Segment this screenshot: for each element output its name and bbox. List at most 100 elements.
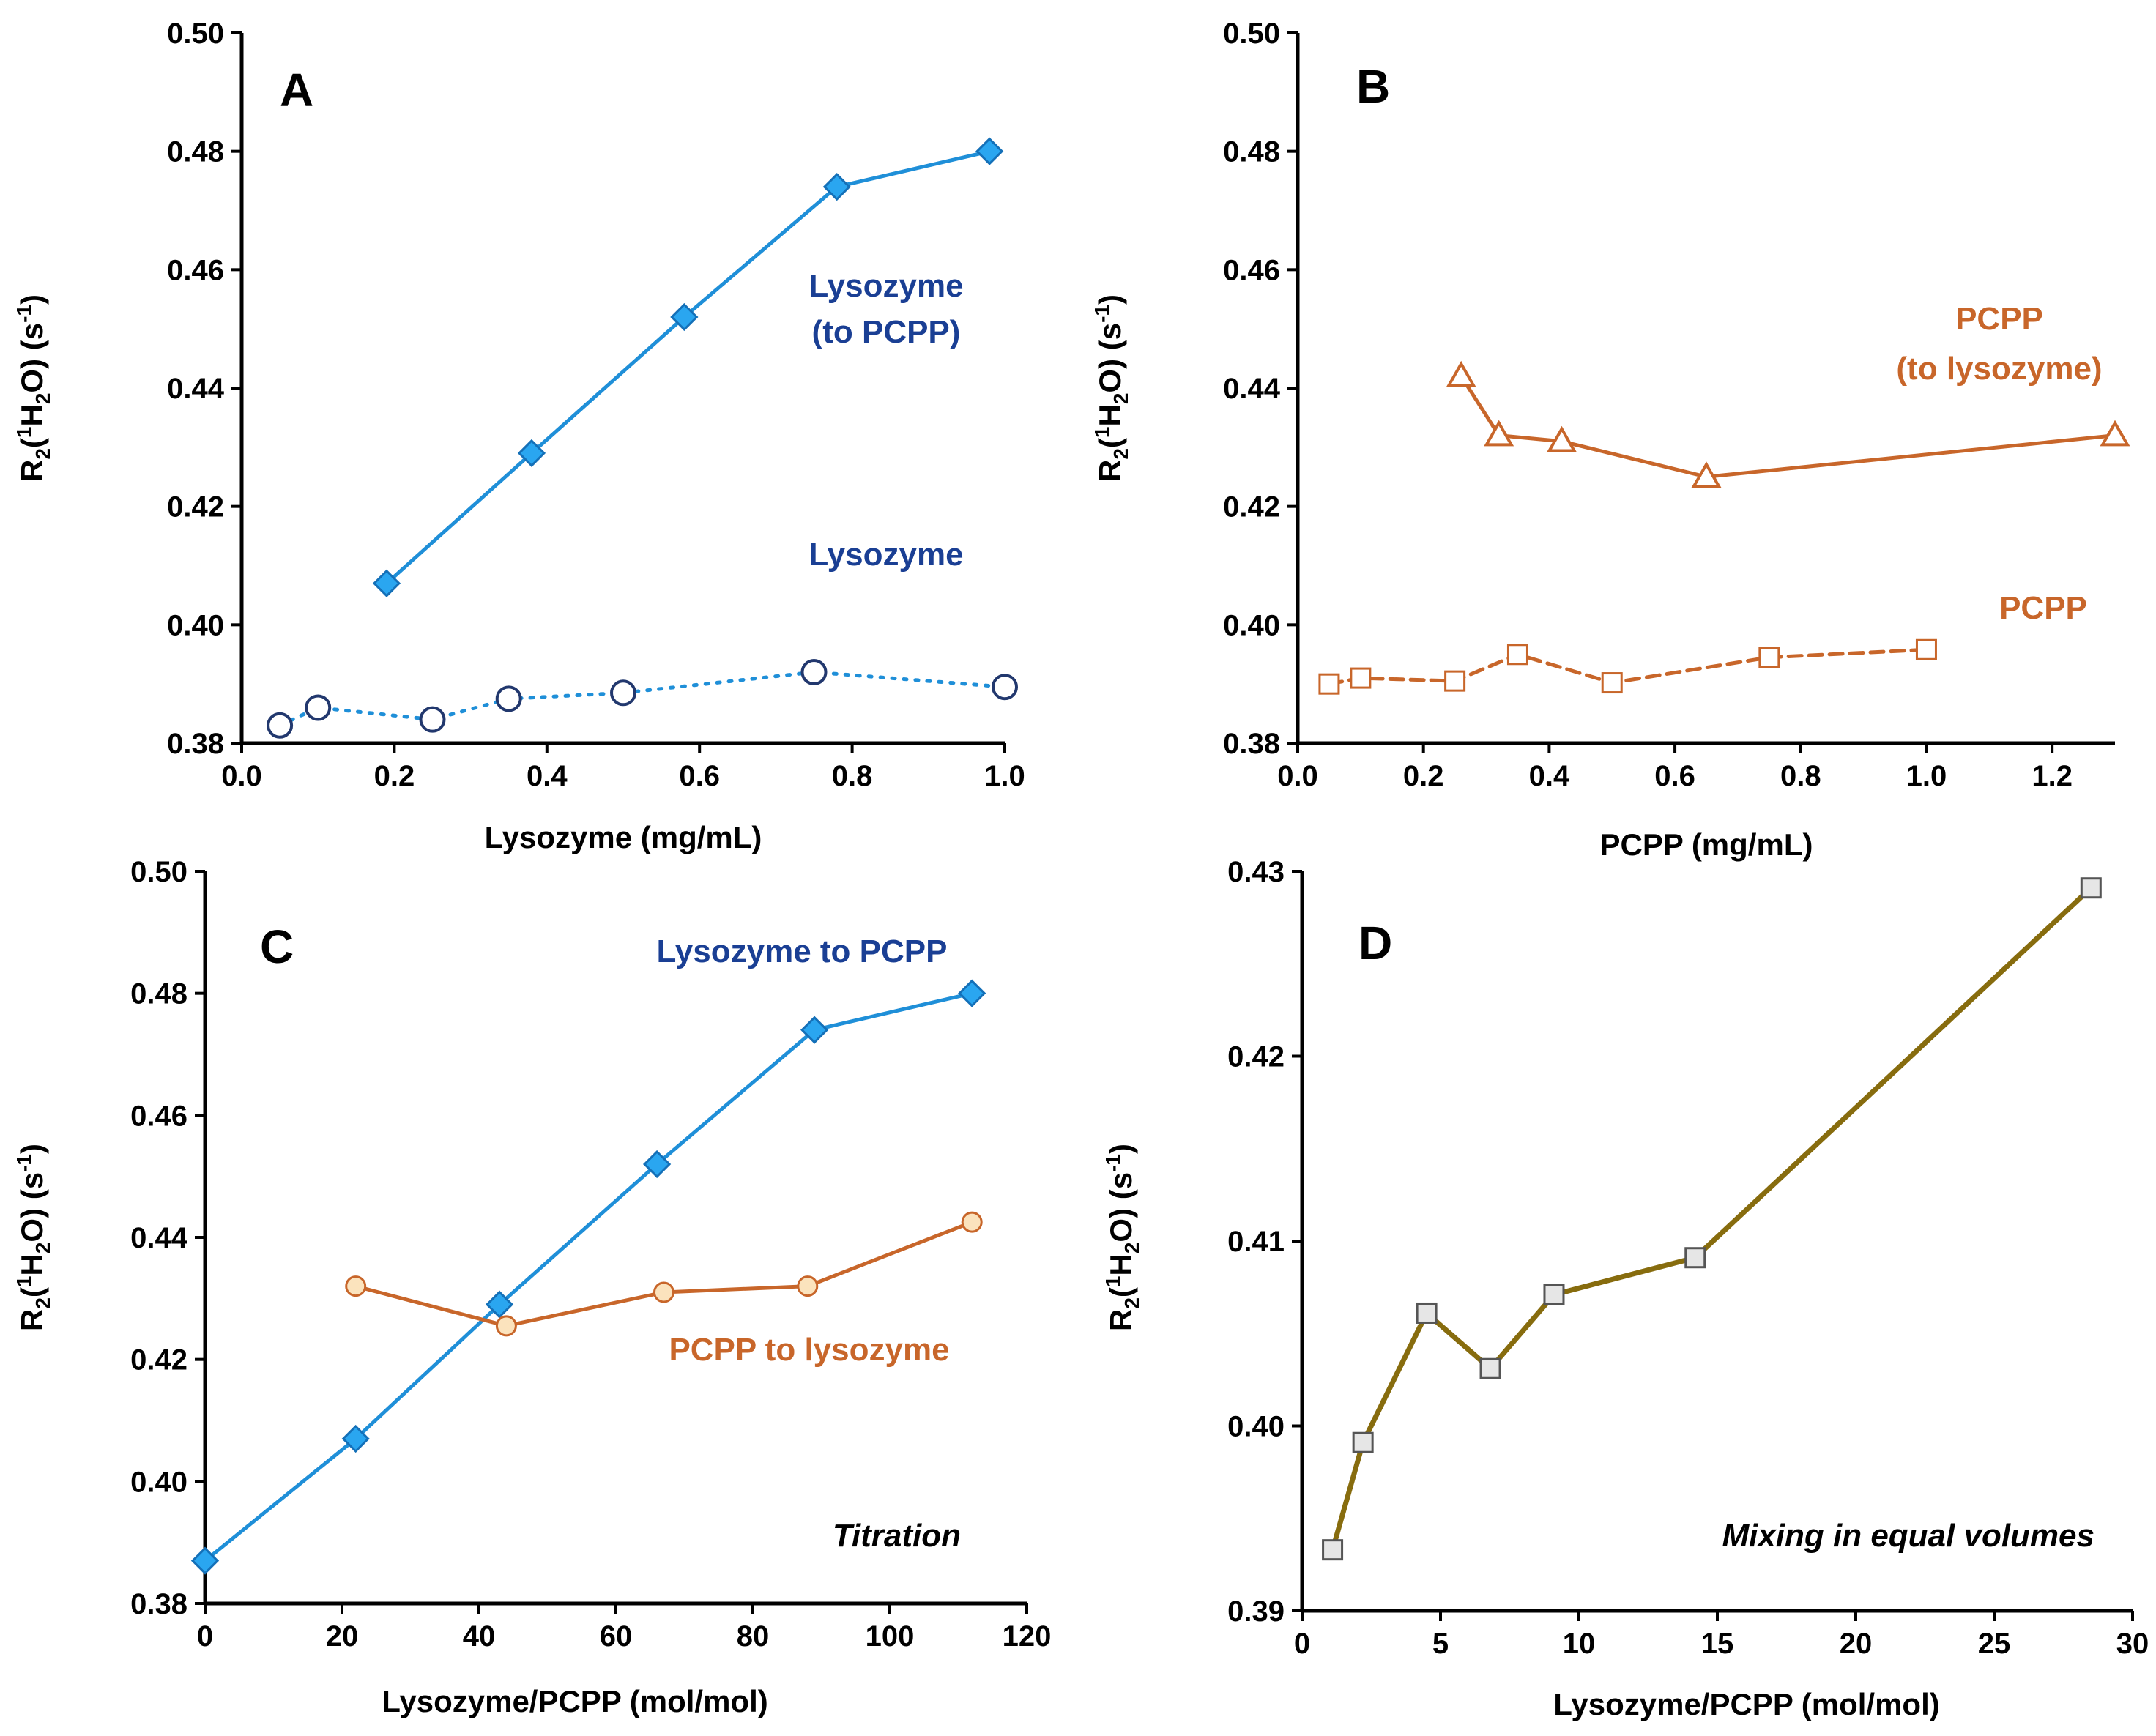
- panel-a-series-2-point: [992, 674, 1018, 701]
- panel-a-series-1-point: [822, 173, 851, 201]
- panel-a-series-2-point: [610, 679, 636, 707]
- panel-c-y-label: R2(1H2O) (s-1): [12, 1144, 54, 1331]
- panel-c: C Lysozyme/PCPP (mol/mol) R2(1H2O) (s-1)…: [12, 856, 1051, 1718]
- panel-c-y-tick-label: 0.40: [130, 1466, 187, 1498]
- panel-b-series-2-label: PCPP: [1999, 590, 2087, 626]
- panel-d-y-tick-label: 0.40: [1227, 1411, 1285, 1443]
- panel-c-y-tick-label: 0.38: [130, 1588, 187, 1620]
- panel-b-x-tick-label: 1.2: [2032, 760, 2073, 792]
- panel-c-series-2-point: [495, 1315, 517, 1337]
- panel-b-x-label: PCPP (mg/mL): [1600, 827, 1813, 862]
- panel-b-series-2-line: [1327, 647, 1928, 686]
- panel-d-plot: [1322, 877, 2102, 1561]
- panel-c-series-1-point: [485, 1290, 514, 1319]
- panel-d-label: D: [1358, 917, 1392, 969]
- panel-c-y-tick-label: 0.46: [130, 1100, 187, 1132]
- panel-b: B PCPP (mg/mL) R2(1H2O) (s-1) 0.380.400.…: [1090, 18, 2130, 862]
- panel-d: D Lysozyme/PCPP (mol/mol) R2(1H2O) (s-1)…: [1101, 856, 2149, 1721]
- panel-d-series-1-point: [1479, 1357, 1501, 1379]
- panel-c-label: C: [260, 920, 294, 973]
- panel-a-x-tick-label: 1.0: [984, 760, 1025, 792]
- panel-a-x-tick-label: 0.6: [679, 760, 720, 792]
- panel-c-series-1-point: [800, 1016, 829, 1044]
- panel-c-series-1-point: [642, 1150, 672, 1179]
- panel-a-series-2-point: [267, 712, 294, 739]
- panel-d-series-1-point: [1322, 1539, 1344, 1561]
- panel-c-x-label: Lysozyme/PCPP (mol/mol): [382, 1684, 767, 1718]
- panel-b-x-tick-label: 0.2: [1403, 760, 1444, 792]
- panel-a-series-1-label-line-1: Lysozyme: [808, 268, 963, 304]
- panel-b-y-tick-label: 0.38: [1223, 728, 1280, 760]
- panel-a-series-2-line: [278, 670, 1007, 728]
- panel-c-series-1-point: [190, 1546, 220, 1575]
- panel-a-y-tick-label: 0.46: [167, 254, 224, 286]
- panel-a-series-2-label: Lysozyme: [808, 537, 963, 573]
- panel-b-y-label: R2(1H2O) (s-1): [1090, 294, 1132, 482]
- panel-b-y-tick-label: 0.44: [1223, 373, 1281, 405]
- panel-c-series-1-line: [203, 991, 974, 1563]
- panel-c-series-2-point: [653, 1281, 674, 1303]
- panel-c-plot: [190, 979, 986, 1575]
- panel-c-ticks: 0.38 0.40 0.42 0.44 0.46 0.48 0.50 0 20 40 60 80 100…: [130, 856, 1051, 1653]
- panel-a-series-1-point: [517, 439, 546, 468]
- panel-b-series-2-point: [1318, 673, 1340, 695]
- panel-b-series-1-point: [1691, 461, 1722, 488]
- panel-c-x-tick-label: 80: [737, 1620, 770, 1653]
- panel-b-series-1-label-line-2: (to lysozyme): [1896, 351, 2102, 387]
- panel-b-series-2-point: [1601, 672, 1623, 694]
- panel-a-y-tick-label: 0.42: [167, 491, 224, 524]
- panel-a-x-tick-label: 0.8: [832, 760, 873, 792]
- panel-b-series-2-point: [1350, 667, 1372, 689]
- panel-d-y-tick-label: 0.42: [1227, 1041, 1285, 1073]
- panel-a-x-label: Lysozyme (mg/mL): [485, 820, 762, 854]
- panel-d-y-label: R2(1H2O) (s-1): [1101, 1144, 1143, 1331]
- panel-d-y-tick-label: 0.41: [1227, 1226, 1285, 1258]
- panel-a-series-2-point: [495, 685, 522, 712]
- panel-a-x-tick-label: 0.0: [221, 760, 262, 792]
- panel-b-series-2-point: [1758, 647, 1780, 668]
- panel-b-y-tick-label: 0.50: [1223, 18, 1280, 50]
- panel-b-series-2-point: [1444, 670, 1466, 692]
- panel-d-ticks: 0.39 0.40 0.41 0.42 0.43 0 5 10 15 20 25 30: [1227, 856, 2149, 1660]
- panel-a-y-tick-label: 0.38: [167, 728, 224, 760]
- panel-c-series-2-point: [961, 1211, 983, 1233]
- panel-c-x-tick-label: 0: [197, 1620, 213, 1653]
- panel-a-y-label: R2(1H2O) (s-1): [12, 294, 54, 482]
- panel-c-series-2-line: [354, 1220, 974, 1328]
- panel-a-label: A: [280, 64, 313, 116]
- panel-b-series-2-point: [1506, 644, 1528, 666]
- panel-d-y-tick-label: 0.39: [1227, 1595, 1285, 1628]
- panel-d-annotation: Mixing in equal volumes: [1722, 1518, 2094, 1554]
- panel-d-x-tick-label: 0: [1294, 1628, 1310, 1660]
- panel-d-series-1-line: [1330, 885, 2094, 1553]
- panel-c-y-tick-label: 0.44: [130, 1222, 188, 1254]
- panel-c-y-tick-label: 0.48: [130, 978, 187, 1010]
- panel-a-series-2-point: [800, 659, 828, 685]
- panel-d-x-tick-label: 20: [1840, 1628, 1873, 1660]
- panel-a-series-1-line: [384, 149, 992, 586]
- panel-a-y-tick-label: 0.40: [167, 609, 224, 641]
- panel-a-series-1-point: [975, 137, 1004, 165]
- panel-d-x-tick-label: 5: [1432, 1628, 1449, 1660]
- panel-b-x-tick-label: 0.4: [1529, 760, 1570, 792]
- panel-d-series-1-point: [2080, 877, 2102, 899]
- panel-b-x-tick-label: 0.0: [1277, 760, 1318, 792]
- panel-b-x-tick-label: 0.8: [1780, 760, 1821, 792]
- panel-b-y-tick-label: 0.48: [1223, 136, 1280, 168]
- panel-a-ticks: 0.38 0.40 0.42 0.44 0.46 0.48 0.50 0.0 0.2 0.4 0.6…: [167, 18, 1025, 792]
- panel-d-x-label: Lysozyme/PCPP (mol/mol): [1553, 1687, 1939, 1721]
- panel-a-x-tick-label: 0.2: [374, 760, 415, 792]
- panel-c-x-tick-label: 120: [1003, 1620, 1052, 1653]
- panel-c-series-2-label: PCPP to lysozyme: [669, 1332, 949, 1368]
- panel-d-x-tick-label: 25: [1978, 1628, 2011, 1660]
- panel-a-y-tick-label: 0.50: [167, 18, 224, 50]
- panel-b-ticks: 0.38 0.40 0.42 0.44 0.46 0.48 0.50 0.0 0.2 0.4 0.6…: [1223, 18, 2073, 792]
- panel-b-series-1-point: [1484, 420, 1514, 447]
- panel-b-label: B: [1356, 60, 1390, 113]
- panel-d-x-tick-label: 10: [1563, 1628, 1596, 1660]
- panel-a-series-1-label-line-2: (to PCPP): [812, 314, 961, 350]
- panel-b-series-1-point: [1446, 360, 1476, 387]
- panel-d-series-1-point: [1416, 1302, 1438, 1324]
- panel-c-series-1-label: Lysozyme to PCPP: [657, 934, 948, 969]
